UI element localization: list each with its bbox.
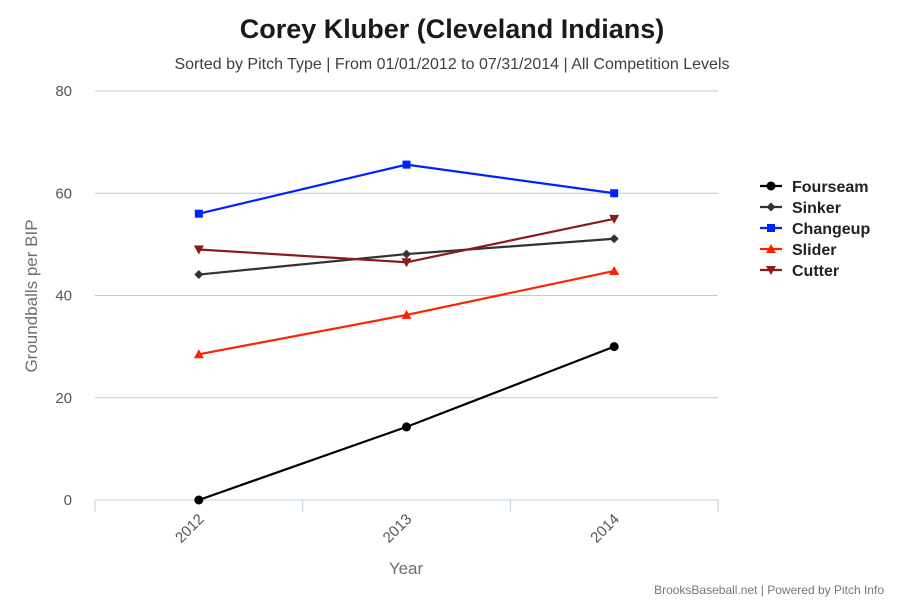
legend-marker-fourseam [766,181,776,191]
x-axis [94,499,719,512]
data-point-cutter [401,258,412,268]
y-tick-label: 40 [55,288,72,305]
legend-item-changeup[interactable]: Changeup [760,221,870,238]
legend-marker-slider [766,244,776,253]
data-point-sinker [194,270,204,280]
data-point-cutter [609,214,620,224]
legend-label-cutter: Cutter [792,263,839,280]
y-axis-title: Groundballs per BIP [22,219,41,372]
x-tick-label: 2012 [172,511,208,547]
data-point-fourseam [194,495,204,505]
legend-label-sinker: Sinker [792,200,841,217]
legend[interactable]: Fourseam Sinker Changeup Slider Cutter [760,179,870,280]
legend-item-sinker[interactable]: Sinker [760,200,841,217]
series-sinker [194,234,619,280]
y-axis-tick-labels: 0 20 40 60 80 [55,83,72,509]
data-point-changeup [194,209,203,218]
series-line-changeup [198,163,615,215]
data-point-changeup [402,160,411,169]
data-point-slider [401,309,412,319]
legend-marker-sinker [766,202,776,212]
gridlines [95,90,718,399]
series-group [193,160,620,505]
data-point-changeup [610,189,619,198]
chart-subtitle: Sorted by Pitch Type | From 01/01/2012 t… [174,56,729,73]
legend-marker-changeup [767,224,775,232]
legend-label-changeup: Changeup [792,221,870,238]
legend-label-slider: Slider [792,242,836,259]
data-point-slider [193,349,204,359]
data-point-slider [609,265,620,275]
data-point-fourseam [402,422,411,432]
y-tick-label: 20 [55,390,72,407]
x-tick-label: 2014 [587,511,623,547]
data-point-cutter [193,245,204,255]
series-fourseam [194,342,619,505]
chart-credit: BrooksBaseball.net | Powered by Pitch In… [654,583,884,597]
x-axis-tick-labels: 2012 2013 2014 [172,511,623,547]
legend-item-fourseam[interactable]: Fourseam [760,179,868,196]
y-tick-label: 80 [55,83,72,100]
x-tick-label: 2013 [380,511,416,547]
y-tick-label: 0 [64,492,72,509]
legend-item-slider[interactable]: Slider [760,242,836,259]
data-point-sinker [402,249,411,259]
series-cutter [193,214,620,268]
data-point-fourseam [609,342,619,352]
series-slider [193,265,620,359]
legend-marker-cutter [766,266,776,275]
y-tick-label: 60 [55,185,72,202]
chart-title: Corey Kluber (Cleveland Indians) [240,14,665,44]
data-point-sinker [609,234,619,244]
series-changeup [194,160,619,218]
x-axis-title: Year [389,559,424,578]
legend-item-cutter[interactable]: Cutter [760,263,839,280]
legend-label-fourseam: Fourseam [792,179,868,196]
